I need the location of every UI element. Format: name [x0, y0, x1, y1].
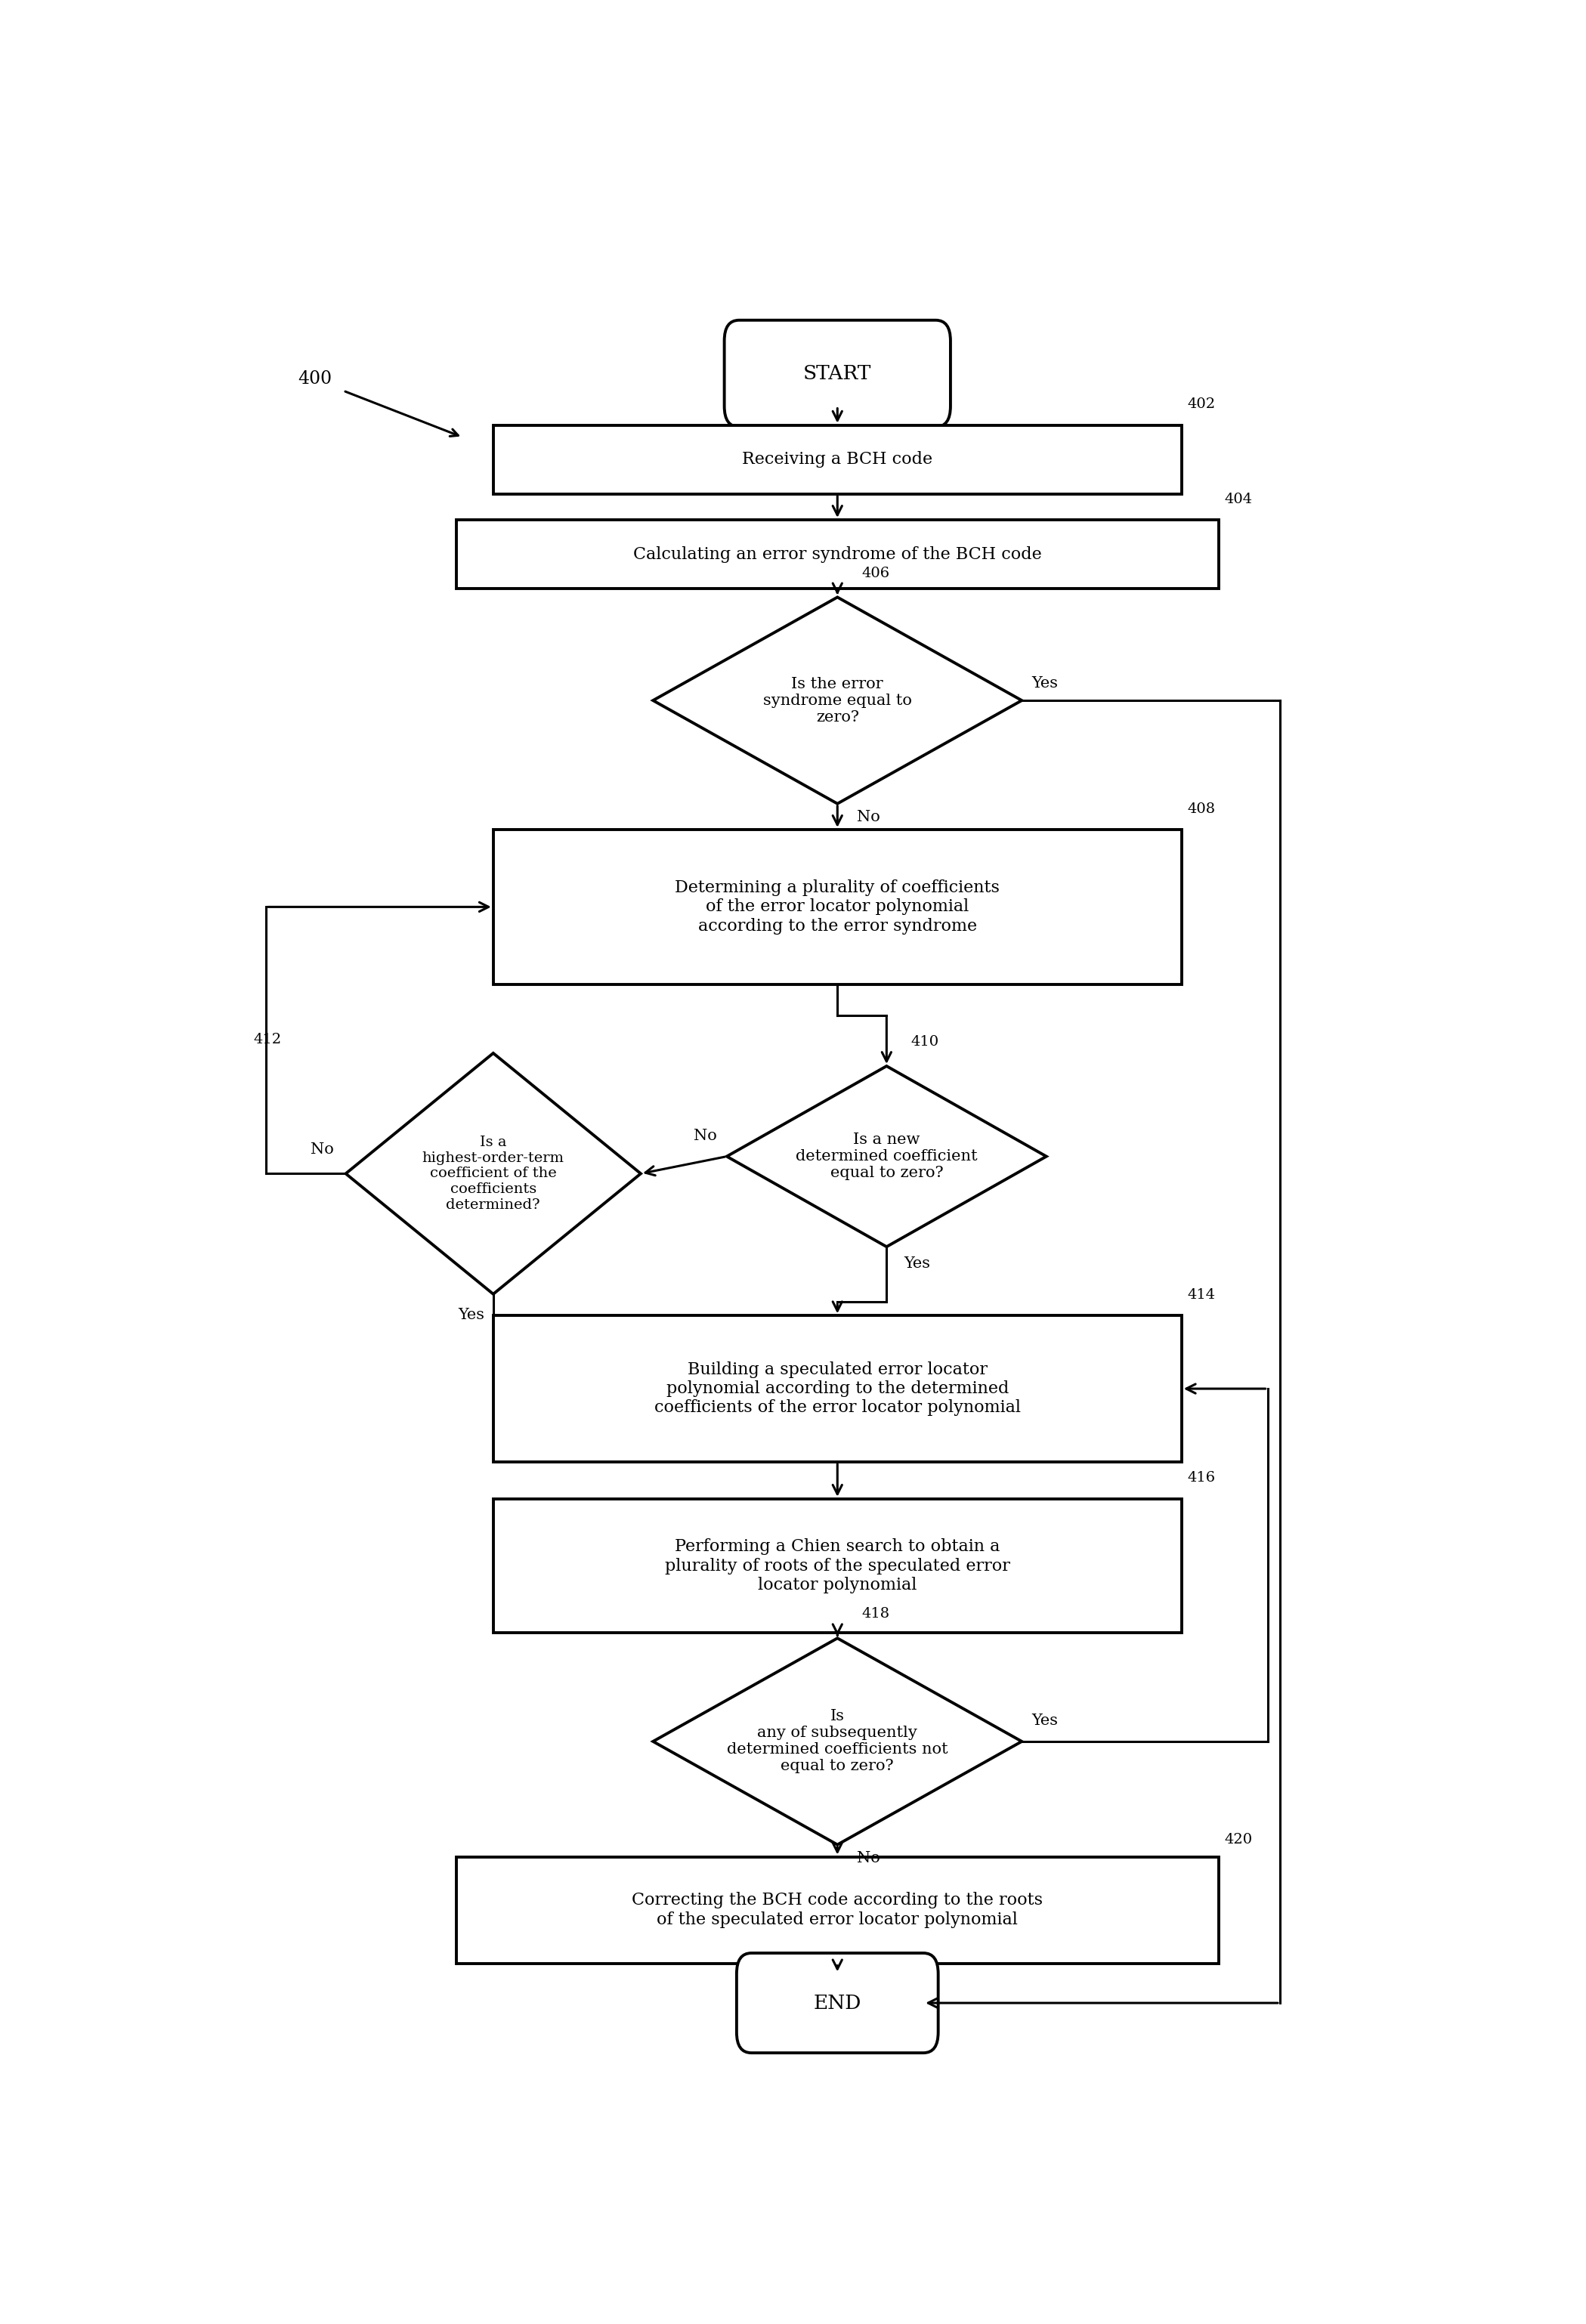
FancyBboxPatch shape: [493, 830, 1182, 985]
FancyBboxPatch shape: [725, 321, 950, 428]
Text: END: END: [814, 1994, 861, 2013]
Polygon shape: [346, 1053, 641, 1294]
FancyBboxPatch shape: [736, 1952, 939, 2052]
Text: Is a
highest-order-term
coefficient of the
coefficients
determined?: Is a highest-order-term coefficient of t…: [422, 1136, 565, 1211]
Text: START: START: [803, 365, 872, 383]
Text: 414: 414: [1188, 1287, 1216, 1301]
Text: Calculating an error syndrome of the BCH code: Calculating an error syndrome of the BCH…: [633, 546, 1042, 562]
Text: 416: 416: [1188, 1471, 1216, 1485]
Text: Building a speculated error locator
polynomial according to the determined
coeff: Building a speculated error locator poly…: [653, 1362, 1021, 1415]
Text: 418: 418: [863, 1608, 890, 1620]
Polygon shape: [726, 1067, 1047, 1246]
Polygon shape: [653, 597, 1021, 804]
Text: Is the error
syndrome equal to
zero?: Is the error syndrome equal to zero?: [763, 676, 912, 725]
Text: Is a new
determined coefficient
equal to zero?: Is a new determined coefficient equal to…: [796, 1132, 977, 1181]
Text: 400: 400: [298, 370, 331, 388]
Text: 404: 404: [1224, 493, 1253, 507]
Text: Is
any of subsequently
determined coefficients not
equal to zero?: Is any of subsequently determined coeffi…: [726, 1710, 948, 1773]
Text: 420: 420: [1224, 1834, 1253, 1845]
Polygon shape: [653, 1638, 1021, 1845]
Text: Yes: Yes: [904, 1257, 931, 1271]
Text: 410: 410: [910, 1034, 939, 1048]
Text: No: No: [693, 1129, 717, 1143]
FancyBboxPatch shape: [493, 1499, 1182, 1634]
Text: Performing a Chien search to obtain a
plurality of roots of the speculated error: Performing a Chien search to obtain a pl…: [665, 1538, 1010, 1594]
Text: 412: 412: [254, 1032, 282, 1046]
FancyBboxPatch shape: [457, 521, 1218, 588]
Text: No: No: [311, 1143, 333, 1157]
Text: No: No: [856, 811, 880, 825]
Text: 408: 408: [1188, 802, 1216, 816]
FancyBboxPatch shape: [493, 425, 1182, 495]
Text: 406: 406: [863, 567, 890, 581]
Text: Correcting the BCH code according to the roots
of the speculated error locator p: Correcting the BCH code according to the…: [631, 1892, 1044, 1929]
Text: Receiving a BCH code: Receiving a BCH code: [742, 451, 933, 467]
Text: 402: 402: [1188, 397, 1216, 411]
Text: Yes: Yes: [1031, 676, 1058, 690]
Text: No: No: [856, 1852, 880, 1866]
Text: Determining a plurality of coefficients
of the error locator polynomial
accordin: Determining a plurality of coefficients …: [676, 878, 999, 934]
FancyBboxPatch shape: [493, 1315, 1182, 1462]
FancyBboxPatch shape: [457, 1857, 1218, 1964]
Text: Yes: Yes: [458, 1308, 484, 1322]
Text: Yes: Yes: [1031, 1713, 1058, 1729]
